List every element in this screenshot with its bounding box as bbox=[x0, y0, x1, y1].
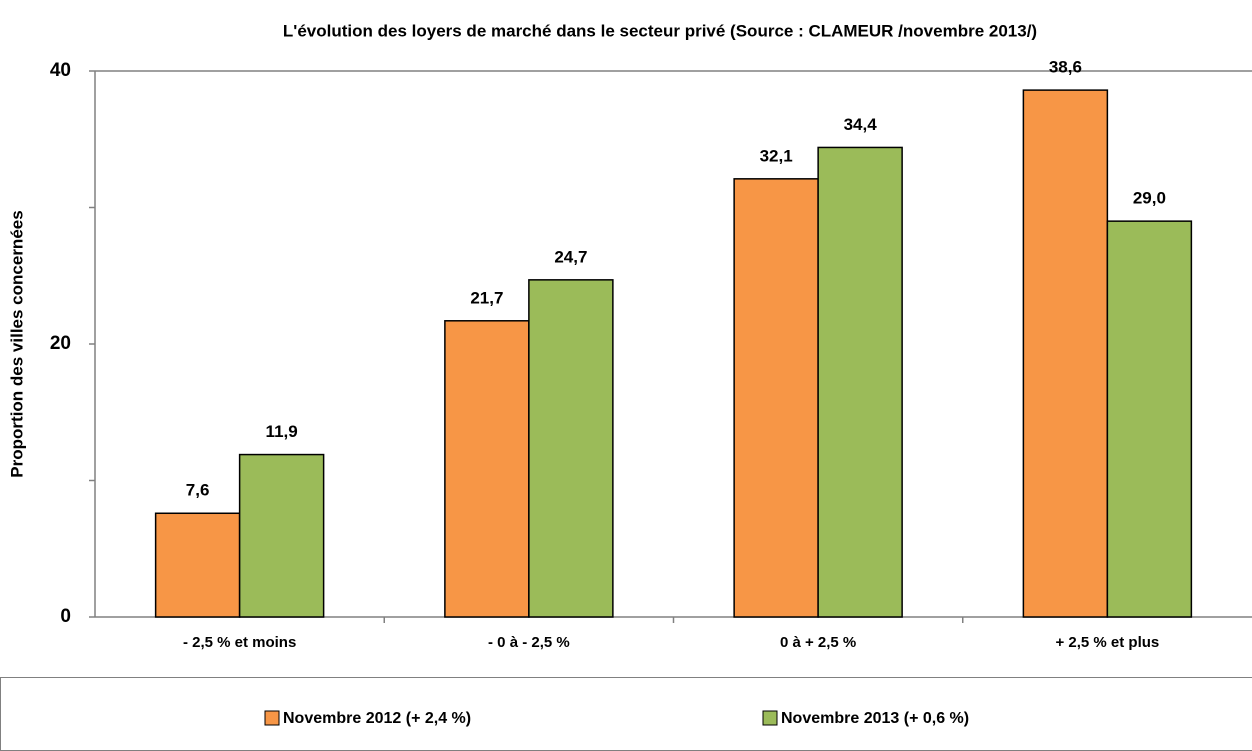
chart-title: L'évolution des loyers de marché dans le… bbox=[283, 21, 1037, 40]
bar bbox=[444, 320, 530, 618]
legend-label: Novembre 2012 (+ 2,4 %) bbox=[283, 710, 471, 727]
data-label: 38,6 bbox=[1049, 58, 1082, 77]
legend-swatch bbox=[264, 710, 280, 726]
y-tick-label: 0 bbox=[60, 606, 71, 627]
bar bbox=[154, 512, 241, 618]
bar bbox=[733, 178, 819, 618]
data-label: 29,0 bbox=[1133, 189, 1166, 208]
x-tick-label: 0 à + 2,5 % bbox=[780, 634, 856, 651]
legend-swatch bbox=[762, 710, 778, 726]
y-tick-label: 40 bbox=[50, 60, 71, 81]
x-tick-label: - 2,5 % et moins bbox=[183, 634, 296, 651]
y-tick-label: 20 bbox=[50, 333, 71, 354]
bar bbox=[528, 279, 614, 618]
bar bbox=[817, 146, 903, 618]
data-label: 21,7 bbox=[470, 288, 503, 307]
legend-box bbox=[0, 677, 1252, 751]
data-label: 34,4 bbox=[844, 115, 878, 134]
bar bbox=[1022, 89, 1109, 618]
data-label: 32,1 bbox=[760, 146, 793, 165]
y-axis-label: Proportion des villes concernées bbox=[7, 210, 26, 477]
data-label: 24,7 bbox=[554, 247, 587, 266]
data-label: 7,6 bbox=[186, 481, 210, 500]
data-label: 11,9 bbox=[266, 422, 298, 441]
x-tick-label: - 0 à - 2,5 % bbox=[488, 634, 570, 651]
legend-label: Novembre 2013 (+ 0,6 %) bbox=[781, 710, 969, 727]
bar bbox=[238, 453, 325, 618]
bar bbox=[1106, 220, 1193, 618]
x-tick-label: + 2,5 % et plus bbox=[1055, 634, 1159, 651]
